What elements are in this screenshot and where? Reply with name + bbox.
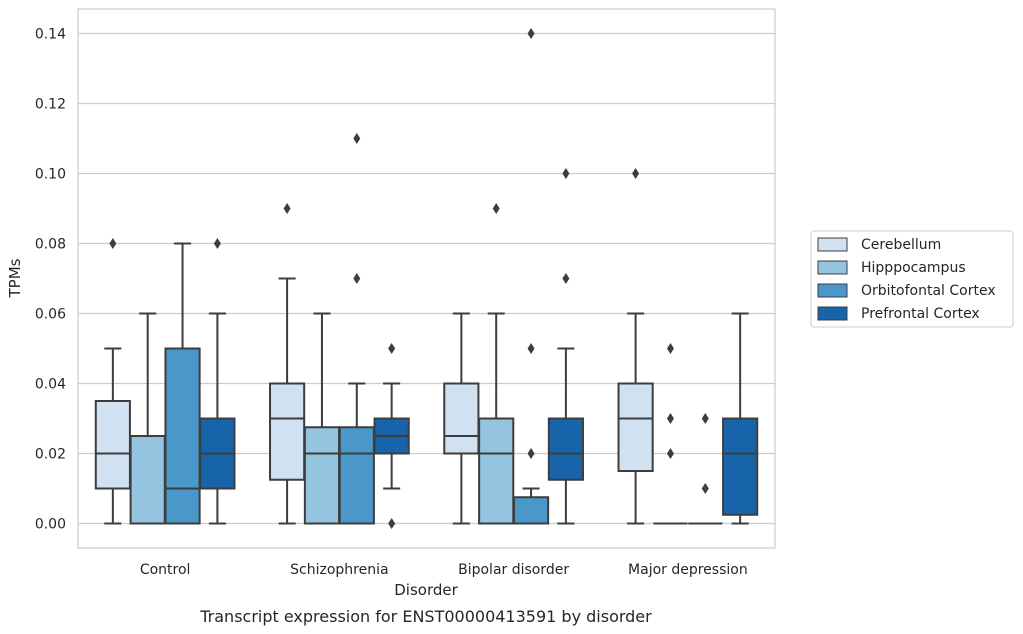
box-body [164,347,201,525]
y-tick-label: 0.14 [35,27,66,43]
boxes-layer [94,28,759,529]
y-tick-label: 0.10 [35,167,66,183]
box-body [478,417,515,525]
box-body [722,417,759,516]
outlier-point [527,448,535,459]
x-tick-label: Major depression [628,562,748,578]
legend: Cerebellum Hipppocampus Orbitofontal Corte… [810,230,1014,328]
box-0-1 [129,312,166,525]
outlier-point [109,238,117,249]
legend-frame [810,230,1014,328]
box-3-0 [617,168,654,525]
y-tick-label: 0.06 [35,307,66,323]
box-body [547,417,584,481]
legend-label: Hipppocampus [861,260,966,276]
outlier-point [353,273,361,284]
x-tick-label: Control [140,562,191,578]
box-3-2 [688,413,723,525]
legend-swatch [817,283,848,298]
box-2-2 [512,28,550,525]
outlier-point [562,273,570,284]
outlier-point [666,448,674,459]
box-0-3 [199,238,236,525]
legend-swatch [817,306,848,321]
box-body [617,382,654,472]
x-tick-label: Bipolar disorder [458,562,569,578]
outlier-point [213,238,221,249]
x-tick-labels: Control Schizophrenia Bipolar disorder Majo… [140,562,748,578]
box-1-0 [269,203,306,525]
figure-caption: Transcript expression for ENST0000041359… [199,607,652,626]
box-0-2 [164,242,201,525]
box-0-0 [94,238,131,525]
outlier-point [562,168,570,179]
box-2-3 [547,168,584,525]
plot-area-frame [77,8,776,549]
box-1-2 [338,133,375,525]
box-body [338,426,375,525]
outlier-point [701,483,709,494]
outlier-point [666,343,674,354]
legend-label: Orbitofontal Cortex [861,283,996,299]
box-body [129,435,166,525]
outlier-point [632,168,640,179]
box-body [94,400,131,490]
outlier-point [388,343,396,354]
y-tick-label: 0.04 [35,377,66,393]
y-tick-label: 0.02 [35,447,66,463]
y-tick-labels: 0.00 0.02 0.04 0.06 0.08 0.10 0.12 0.14 [35,27,66,533]
y-tick-label: 0.12 [35,97,66,113]
outlier-point [492,203,500,214]
box-body [303,426,341,525]
box-3-1 [653,343,688,525]
y-axis-label: TPMs [6,258,24,298]
box-body [512,496,550,525]
box-3-3 [722,312,759,525]
outlier-point [353,133,361,144]
box-2-1 [478,203,515,525]
legend-label: Prefrontal Cortex [861,306,980,322]
outlier-point [527,28,535,39]
box-1-3 [373,343,410,529]
box-body [269,382,306,481]
legend-label: Cerebellum [861,237,941,253]
x-axis-label: Disorder [394,581,458,599]
legend-swatch [817,260,848,275]
outlier-point [388,518,396,529]
legend-swatch [817,237,848,252]
outlier-point [701,413,709,424]
y-tick-label: 0.00 [35,517,66,533]
outlier-point [527,343,535,354]
outlier-point [666,413,674,424]
outlier-point [283,203,291,214]
box-2-0 [443,312,480,525]
x-tick-label: Schizophrenia [290,562,388,578]
y-tick-label: 0.08 [35,237,66,253]
box-body [443,382,480,455]
